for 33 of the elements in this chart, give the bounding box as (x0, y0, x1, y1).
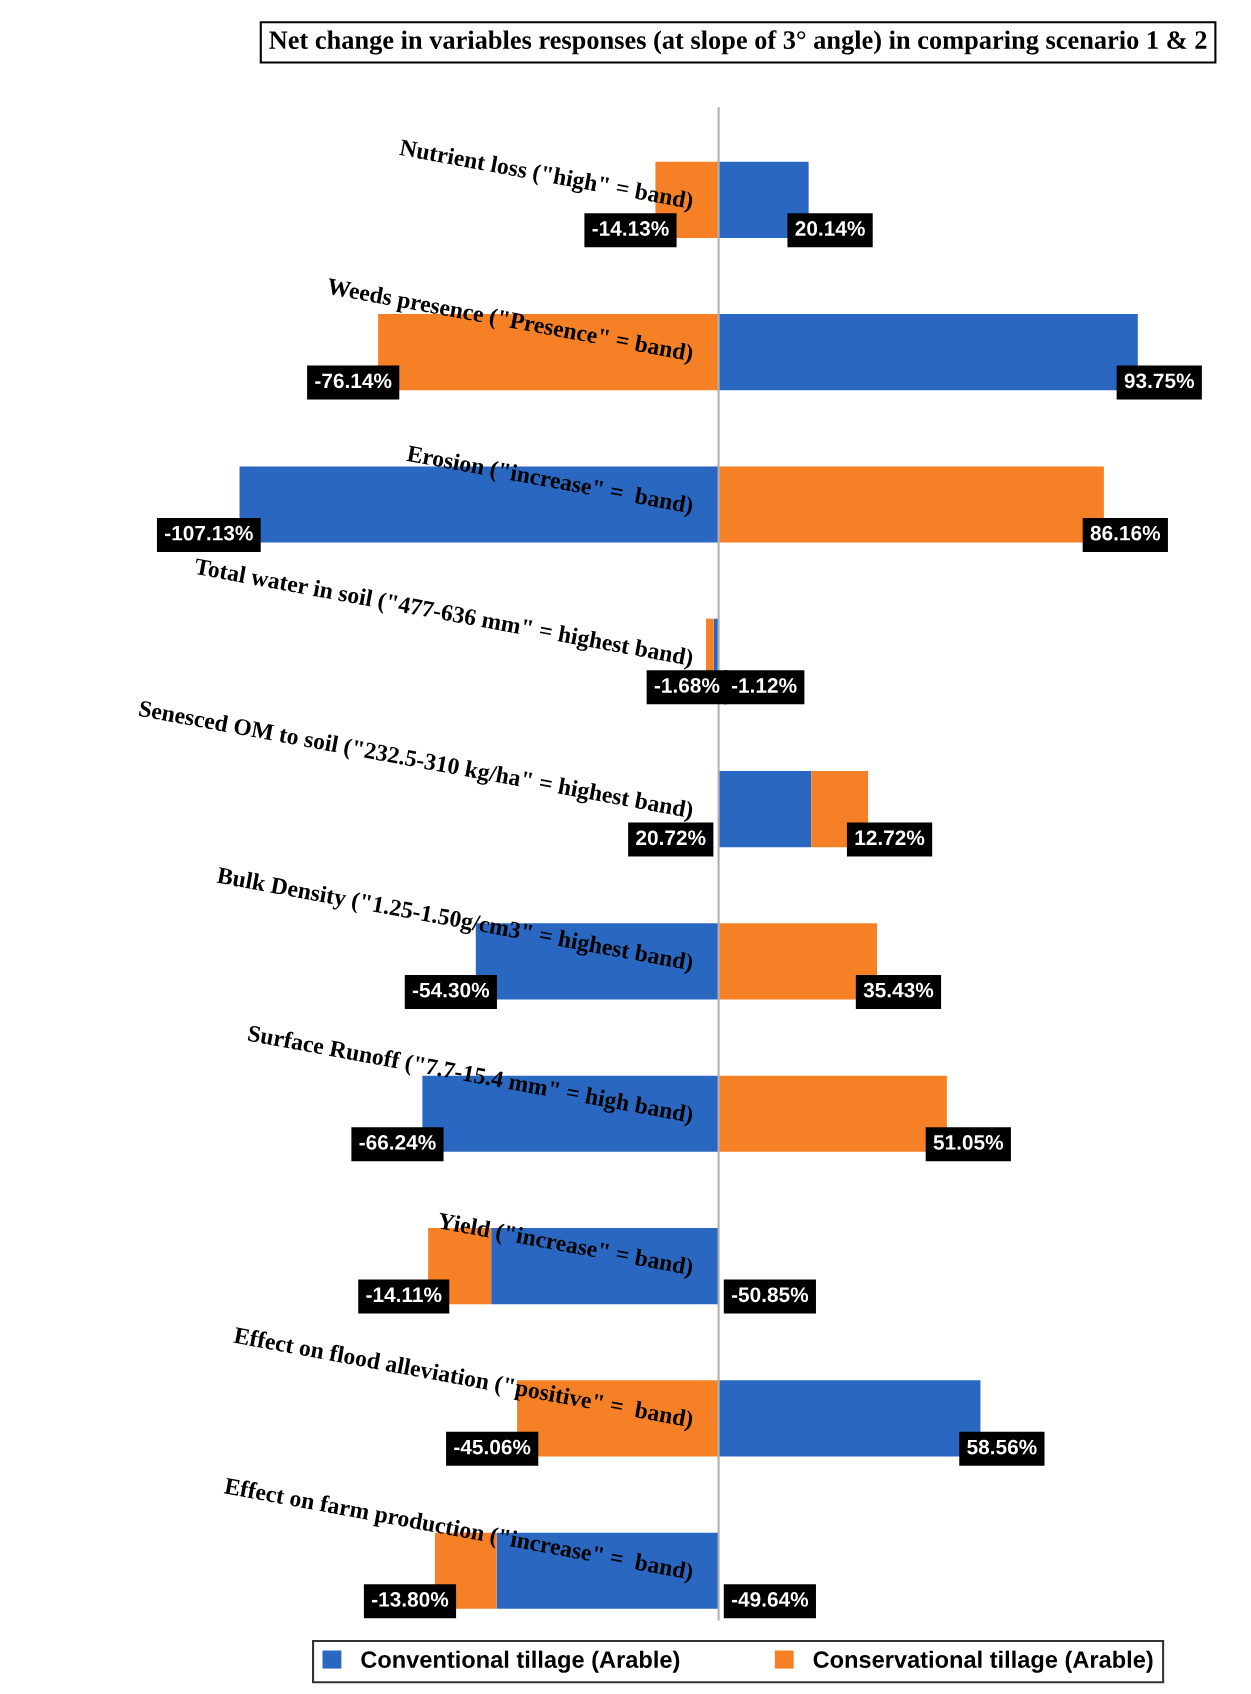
legend-label: Conventional tillage (Arable) (361, 1650, 680, 1673)
data-label: -49.64% (731, 1592, 809, 1607)
data-label: -66.24% (359, 1135, 436, 1150)
data-label: -1.68% (654, 678, 720, 693)
data-label: 12.72% (855, 830, 925, 846)
y-tick-label: Yield ("increase" = band) (436, 1211, 694, 1280)
data-label: 93.75% (1124, 373, 1195, 389)
chart-title: Net change in variables responses (at slope of 3° angle) in comparing scenario 1 & 2 (269, 30, 1207, 55)
data-label: -1.12% (731, 678, 797, 693)
y-tick-label: Weeds presence ("Presence" = band) (325, 277, 694, 367)
y-tick-label: Surface Runoff ("7.7-15.4 mm" = high band) (246, 1024, 694, 1128)
data-label: 20.72% (636, 830, 706, 846)
data-label: 51.05% (933, 1135, 1004, 1150)
data-label: -54.30% (412, 982, 490, 998)
bar (718, 771, 812, 848)
y-tick-label: Total water in soil ("477-636 mm" = highest band) (192, 557, 694, 671)
legend-label: Conservational tillage (Arable) (813, 1650, 1153, 1673)
data-label: -107.13% (165, 525, 253, 541)
y-tick-label: Erosion ("increase" = band) (405, 444, 694, 519)
y-tick-label: Senesced OM to soil ("232.5-310 kg/ha" = highest band) (137, 699, 694, 824)
data-label: -14.13% (592, 221, 669, 236)
data-label: -76.14% (315, 373, 392, 389)
data-label: 35.43% (863, 982, 934, 998)
data-label: -14.11% (366, 1287, 442, 1303)
y-tick-label: Effect on farm production ("increase" = band) (222, 1476, 694, 1585)
data-label: -13.80% (372, 1592, 449, 1607)
y-tick-label: Effect on flood alleviation ("positive" = band) (232, 1326, 694, 1433)
data-label: 58.56% (967, 1439, 1037, 1455)
y-tick-label: Nutrient loss ("high" = band) (398, 138, 694, 214)
data-label: 20.14% (795, 221, 865, 236)
data-label: 86.16% (1090, 525, 1161, 541)
data-label: -45.06% (454, 1439, 531, 1455)
data-label: -50.85% (731, 1287, 809, 1303)
